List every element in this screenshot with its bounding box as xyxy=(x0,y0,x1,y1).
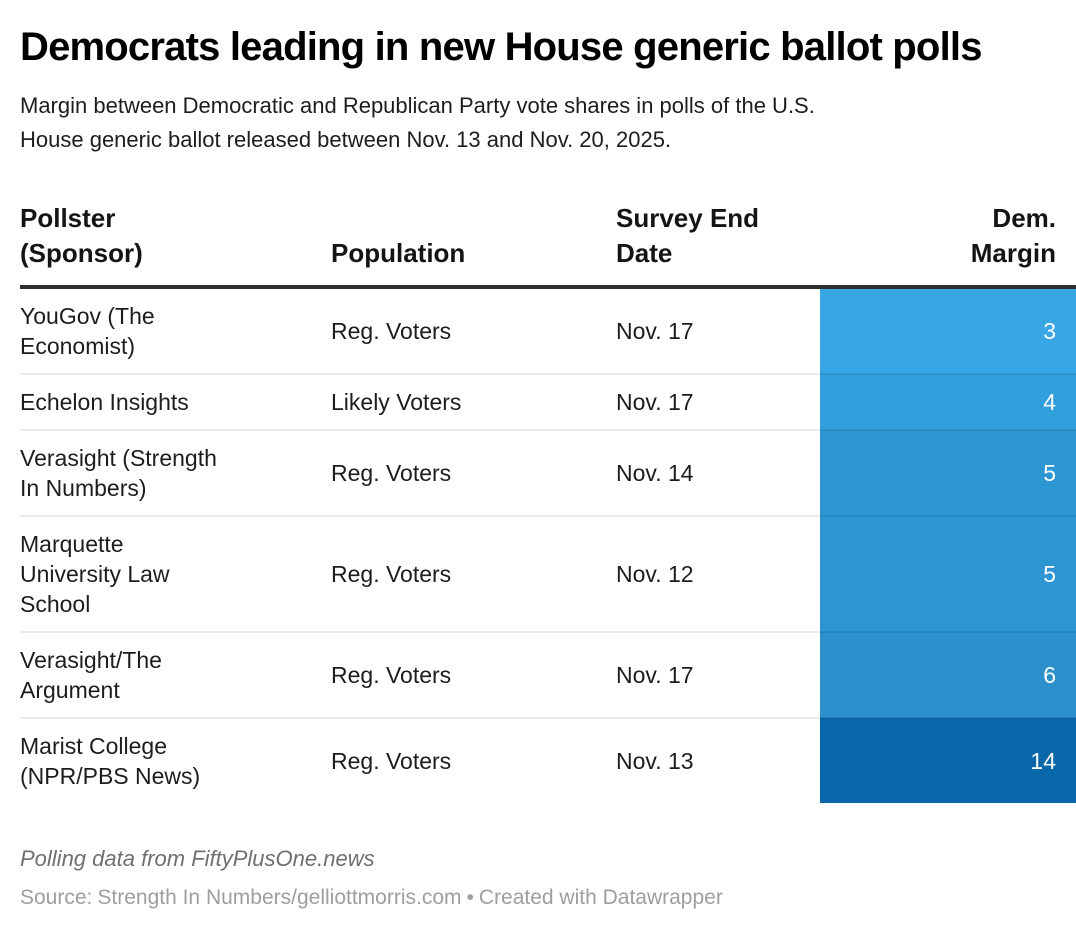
survey-end-date-cell: Nov. 12 xyxy=(616,515,820,633)
population-cell: Reg. Voters xyxy=(331,318,452,345)
survey-end-date-cell: Nov. 17 xyxy=(616,631,820,719)
table-header-row: Pollster (Sponsor) Population Survey End… xyxy=(20,201,1076,290)
table-row: Verasight/The Argument Reg. Voters Nov. … xyxy=(20,631,1076,719)
population-cell: Likely Voters xyxy=(331,373,616,431)
column-header-population: Population xyxy=(331,201,616,290)
column-header-pollster: Pollster (Sponsor) xyxy=(20,201,331,290)
column-header-dem-margin: Dem. Margin xyxy=(820,201,1076,290)
dem-margin-cell: 4 xyxy=(820,373,1076,431)
footer-source-line: Source: Strength In Numbers/gelliottmorri… xyxy=(20,885,1056,911)
footer-note: Polling data from FiftyPlusOne.news xyxy=(20,846,375,872)
source-name: Strength In Numbers/gelliottmorris.com xyxy=(97,886,462,910)
dem-margin-cell: 5 xyxy=(820,515,1076,633)
source-label: Source: xyxy=(20,886,93,910)
survey-end-date-cell: Nov. 17 xyxy=(616,373,820,431)
population-cell: Reg. Voters xyxy=(331,631,616,719)
column-header-survey-end-date: Survey End Date xyxy=(616,201,820,290)
population-cell: Reg. Voters xyxy=(331,717,616,804)
chart-footer: Polling data from FiftyPlusOne.news Sour… xyxy=(20,845,1056,911)
chart-title: Democrats leading in new House generic b… xyxy=(20,25,982,69)
chart-subtitle: Margin between Democratic and Republican… xyxy=(20,93,815,153)
dem-margin-cell: 6 xyxy=(820,631,1076,719)
table-row: Marquette University Law School Reg. Vot… xyxy=(20,515,1076,633)
source-separator: • xyxy=(466,886,474,910)
survey-end-date-cell: Nov. 14 xyxy=(616,429,820,517)
survey-end-date-cell: Nov. 17 xyxy=(616,318,694,345)
pollster-cell: Verasight (Strength In Numbers) xyxy=(20,429,331,517)
table-body: YouGov (The Economist) Reg. Voters Nov. … xyxy=(20,287,1076,804)
table-row: Marist College (NPR/PBS News) Reg. Voter… xyxy=(20,717,1076,804)
pollster-cell: YouGov (The Economist) xyxy=(20,303,155,360)
table-row: Echelon Insights Likely Voters Nov. 17 4 xyxy=(20,373,1076,431)
table-row: YouGov (The Economist) Reg. Voters Nov. … xyxy=(20,287,1076,375)
survey-end-date-cell: Nov. 13 xyxy=(616,717,820,804)
dem-margin-cell: 3 xyxy=(820,287,1076,375)
datawrapper-attribution: Created with Datawrapper xyxy=(478,886,723,910)
table-header: Pollster (Sponsor) Population Survey End… xyxy=(20,201,1076,290)
dem-margin-cell: 14 xyxy=(820,717,1076,804)
population-cell: Reg. Voters xyxy=(331,515,616,633)
chart-container: Democrats leading in new House generic b… xyxy=(20,25,1076,911)
table-row: Verasight (Strength In Numbers) Reg. Vot… xyxy=(20,429,1076,517)
poll-table: Pollster (Sponsor) Population Survey End… xyxy=(20,201,1076,804)
pollster-cell: Marquette University Law School xyxy=(20,515,331,633)
dem-margin-cell: 5 xyxy=(820,429,1076,517)
population-cell: Reg. Voters xyxy=(331,429,616,517)
pollster-cell: Verasight/The Argument xyxy=(20,631,331,719)
pollster-cell: Echelon Insights xyxy=(20,373,331,431)
pollster-cell: Marist College (NPR/PBS News) xyxy=(20,717,331,804)
